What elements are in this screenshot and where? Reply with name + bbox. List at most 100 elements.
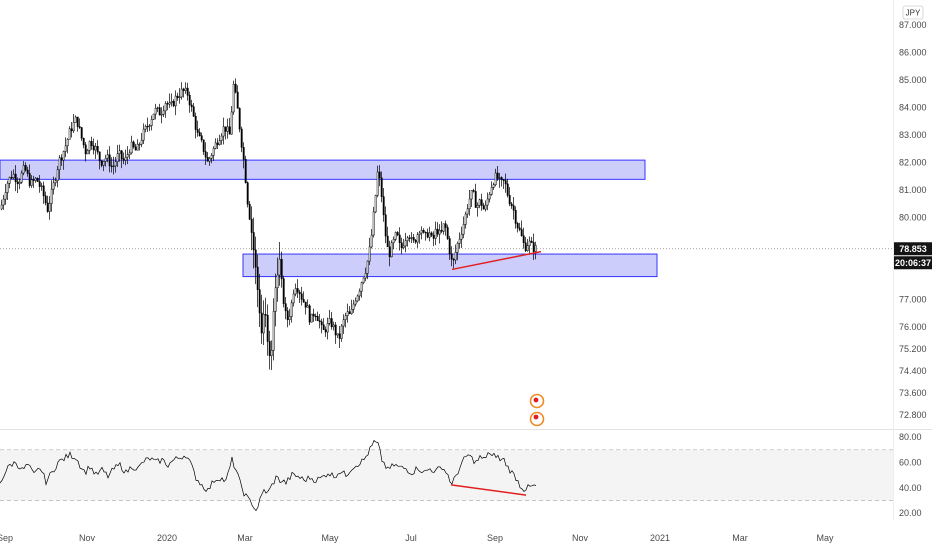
candle-body xyxy=(232,83,235,113)
candle-body xyxy=(102,161,105,166)
event-markers[interactable] xyxy=(529,393,545,427)
candle-body xyxy=(518,227,521,230)
candle-body xyxy=(384,214,387,237)
candle-body xyxy=(428,232,431,238)
candle-body xyxy=(140,139,143,145)
candle-body xyxy=(328,318,331,324)
price-tick-label: 75.200 xyxy=(899,344,927,354)
supply-demand-zones[interactable] xyxy=(0,159,658,278)
candle-body xyxy=(478,199,481,206)
candle-body xyxy=(466,208,469,215)
candle-body xyxy=(188,94,191,106)
price-tick-label: 84.000 xyxy=(899,102,927,112)
time-tick-label: Nov xyxy=(572,533,589,543)
candle-body xyxy=(262,314,265,334)
candle-body xyxy=(512,205,515,211)
candle-body xyxy=(300,293,303,300)
candle-body xyxy=(60,157,63,161)
rsi-trendline[interactable] xyxy=(450,484,527,496)
rsi-band-fill xyxy=(0,449,893,501)
candle-body xyxy=(64,145,67,152)
candle-body xyxy=(424,231,427,234)
candle-body xyxy=(144,125,147,130)
candle-body xyxy=(406,237,409,241)
candle-body xyxy=(530,240,533,243)
candle-body xyxy=(224,126,227,132)
candle-body xyxy=(418,232,421,235)
candle-body xyxy=(56,169,59,181)
candle-body xyxy=(92,145,95,151)
candle-body xyxy=(500,177,503,180)
candle-body xyxy=(208,158,211,162)
candle-body xyxy=(432,234,435,239)
candle-body xyxy=(312,313,315,317)
price-tick-label: 87.000 xyxy=(899,20,927,30)
candle-body xyxy=(18,181,21,185)
candle-body xyxy=(450,253,453,260)
candle-body xyxy=(154,108,157,115)
candle-body xyxy=(90,141,93,147)
candle-body xyxy=(250,218,253,233)
candle-body xyxy=(112,165,115,167)
candle-body xyxy=(248,203,251,220)
time-tick-label: Sep xyxy=(0,533,13,543)
price-tick-label: 82.000 xyxy=(899,157,927,167)
candle-body xyxy=(142,128,145,141)
candle-body xyxy=(526,245,529,251)
candle-body xyxy=(404,240,407,247)
price-trendline[interactable] xyxy=(451,250,542,271)
event-marker-icon[interactable] xyxy=(529,393,545,409)
candle-body xyxy=(242,147,245,160)
candle-body xyxy=(136,143,139,151)
time-tick-label: Mar xyxy=(732,533,748,543)
candle-body xyxy=(338,333,341,339)
price-tick-label: 85.000 xyxy=(899,75,927,85)
rsi-tick-label: 80.00 xyxy=(899,432,922,442)
candle-body xyxy=(172,101,175,107)
candle-body xyxy=(458,238,461,244)
candle-body xyxy=(34,177,37,181)
candle-body xyxy=(472,190,475,192)
candle-body xyxy=(200,135,203,141)
candle-body xyxy=(488,194,491,200)
candle-body xyxy=(152,113,155,120)
candle-body xyxy=(310,313,313,323)
candle-body xyxy=(296,288,299,293)
price-tick-label: 80.000 xyxy=(899,212,927,222)
candle-body xyxy=(10,177,13,179)
bar-countdown: 20:06:37 xyxy=(895,258,931,268)
candle-body xyxy=(184,87,187,91)
candle-body xyxy=(394,232,397,240)
candle-body xyxy=(260,312,263,334)
candle-body xyxy=(206,156,209,162)
candle-body xyxy=(514,210,517,224)
candle-body xyxy=(194,115,197,130)
zone-rect[interactable] xyxy=(0,159,646,180)
candle-body xyxy=(110,165,113,168)
candle-body xyxy=(138,143,141,146)
candle-body xyxy=(320,321,323,326)
event-marker-icon[interactable] xyxy=(529,411,545,427)
candle-body xyxy=(62,151,65,161)
candle-body xyxy=(334,324,337,336)
candle-body xyxy=(426,232,429,238)
candle-body xyxy=(186,87,189,96)
price-candles xyxy=(0,78,537,370)
candle-body xyxy=(4,192,7,200)
candle-body xyxy=(8,177,11,184)
candle-body xyxy=(460,233,463,240)
candle-body xyxy=(348,311,351,314)
candle-body xyxy=(164,103,167,112)
candle-body xyxy=(118,150,121,154)
zone-rect[interactable] xyxy=(242,253,658,278)
candle-body xyxy=(128,152,131,155)
rsi-line xyxy=(0,439,537,512)
candle-body xyxy=(368,246,371,262)
candle-body xyxy=(520,229,523,237)
last-price-value: 78.853 xyxy=(899,244,927,254)
candle-body xyxy=(88,141,91,151)
rsi-tick-label: 60.00 xyxy=(899,457,922,467)
candle-body xyxy=(318,320,321,322)
candle-body xyxy=(170,101,173,103)
